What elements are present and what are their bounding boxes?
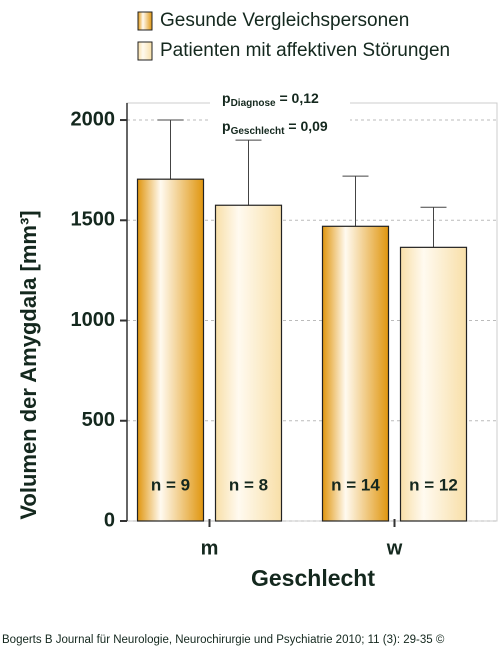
n-label: n = 9 — [151, 475, 190, 494]
annotation-part: p — [222, 118, 231, 134]
n-label: n = 14 — [331, 475, 380, 494]
n-label: n = 8 — [229, 475, 268, 494]
bar — [136, 178, 205, 522]
legend-swatch — [137, 11, 153, 31]
n-label: n = 12 — [409, 475, 458, 494]
y-axis-title: Volumen der Amygdala [mm³] — [16, 210, 41, 519]
legend-label: Gesunde Vergleichspersonen — [160, 10, 409, 31]
annotation: pGeschlecht = 0,09 — [222, 118, 328, 137]
annotation-part: = 0,12 — [276, 90, 319, 106]
legend-label: Patienten mit affektiven Störungen — [160, 40, 450, 61]
y-tick-label: 500 — [82, 409, 115, 431]
legend-swatch — [137, 41, 153, 61]
source: Bogerts B Journal für Neurologie, Neuroc… — [2, 634, 445, 646]
bar — [321, 225, 390, 522]
annotation-part: Diagnose — [231, 98, 276, 109]
bar — [214, 204, 283, 522]
bar — [399, 246, 468, 522]
x-axis-title: Geschlecht — [251, 565, 375, 591]
y-tick-label: 1000 — [71, 309, 116, 331]
y-tick-label: 0 — [104, 509, 115, 531]
annotation-part: p — [222, 90, 231, 106]
x-tick-label: m — [201, 537, 219, 559]
annotation-bg — [210, 116, 350, 138]
y-tick-label: 1500 — [71, 209, 116, 231]
annotation-part: Geschlecht — [231, 126, 286, 137]
annotation-bg — [210, 88, 350, 110]
annotation: pDiagnose = 0,12 — [222, 90, 319, 109]
y-tick-label: 2000 — [71, 108, 116, 130]
x-tick-label: w — [386, 537, 403, 559]
annotation-part: = 0,09 — [284, 118, 327, 134]
